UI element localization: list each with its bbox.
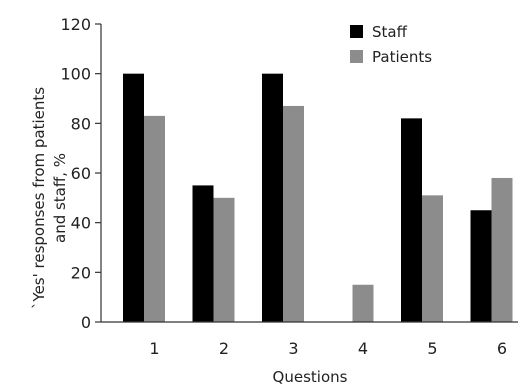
y-axis-ticks: 0 20 40 60 80 100 120: [60, 15, 101, 332]
y-tick-label: 60: [71, 164, 91, 183]
y-tick-label: 0: [81, 313, 91, 332]
bar-patients-q1: [144, 115, 165, 322]
legend: Staff Patients: [350, 23, 432, 66]
x-tick-label: 5: [427, 339, 437, 358]
x-axis-ticks: 1 2 3 4 5 6: [149, 339, 507, 358]
x-tick-label: 6: [497, 339, 507, 358]
y-tick-label: 120: [60, 15, 91, 34]
y-axis-title-line-2: and staff, %: [51, 153, 69, 243]
x-tick-label: 3: [288, 339, 298, 358]
bar-patients-q6: [491, 177, 513, 322]
y-axis-title: `Yes' responses from patients and staff,…: [30, 87, 69, 309]
x-tick-label: 1: [149, 339, 159, 358]
y-tick-label: 100: [60, 65, 91, 84]
x-tick-label: 2: [219, 339, 229, 358]
bars: [123, 73, 513, 323]
y-tick-label: 40: [71, 214, 91, 233]
y-tick-label: 20: [71, 263, 91, 282]
x-axis-title: Questions: [273, 368, 348, 386]
legend-swatch-staff: [350, 25, 363, 38]
axes: [100, 24, 518, 323]
bar-patients-q4: [352, 284, 374, 322]
bar-staff-q5: [401, 118, 422, 322]
bar-staff-q3: [262, 73, 283, 323]
bar-staff-q6: [470, 210, 492, 322]
legend-label-staff: Staff: [372, 23, 408, 41]
bar-staff-q2: [192, 185, 214, 322]
bar-staff-q1: [123, 73, 144, 323]
legend-swatch-patients: [350, 50, 363, 63]
legend-label-patients: Patients: [372, 48, 432, 66]
bar-patients-q5: [422, 195, 443, 322]
y-axis-title-line-1: `Yes' responses from patients: [30, 87, 48, 309]
bar-patients-q3: [283, 105, 304, 322]
bar-patients-q2: [213, 197, 235, 322]
x-tick-label: 4: [358, 339, 368, 358]
y-tick-label: 80: [71, 114, 91, 133]
